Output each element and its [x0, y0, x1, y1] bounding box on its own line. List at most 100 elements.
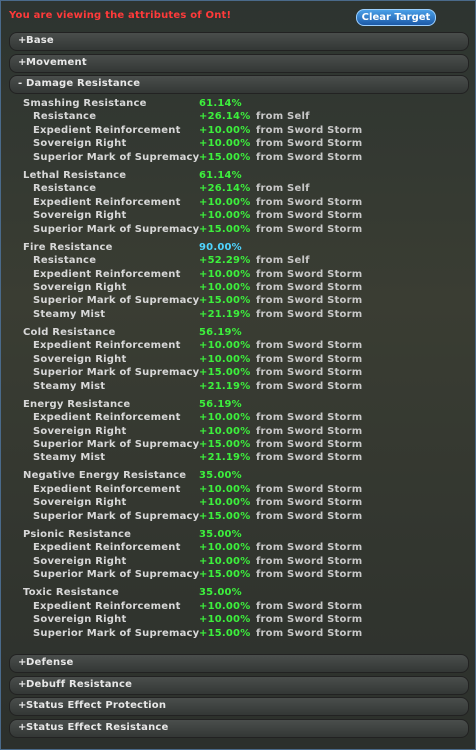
section-bar[interactable]: + Debuff Resistance — [9, 675, 469, 695]
row-source: from Sword Storm — [256, 555, 363, 567]
row-source: from Sword Storm — [256, 483, 363, 495]
row-name: Superior Mark of Supremacy — [33, 151, 200, 163]
row-value: +10.00% — [199, 268, 251, 280]
row-source: from Sword Storm — [256, 412, 363, 424]
row-name: Expedient Reinforcement — [33, 124, 181, 136]
row-value: +10.00% — [199, 497, 251, 509]
row-source: from Sword Storm — [256, 210, 363, 222]
section-label: Base — [26, 35, 54, 46]
row-value: +21.19% — [199, 380, 251, 392]
section-label: Damage Resistance — [26, 78, 141, 89]
row-source: from Sword Storm — [256, 151, 363, 163]
section-toggle: + — [18, 56, 27, 68]
row-name: Sovereign Right — [33, 614, 127, 626]
row-value: +52.29% — [199, 255, 251, 267]
section-label: Debuff Resistance — [26, 678, 133, 690]
row-value: +15.00% — [199, 151, 251, 163]
row-name: Expedient Reinforcement — [33, 412, 181, 424]
row-name: Expedient Reinforcement — [33, 196, 181, 208]
clear-target-button[interactable]: Clear Target — [356, 9, 436, 26]
row-value: +10.00% — [199, 614, 251, 626]
section-label: Status Effect Resistance — [26, 721, 169, 733]
row-source: from Sword Storm — [256, 542, 363, 554]
group-name: Toxic Resistance — [23, 587, 120, 599]
section-bar[interactable]: + Status Effect Resistance — [9, 718, 469, 738]
row-value: +10.00% — [199, 425, 251, 437]
row-value: +15.00% — [199, 510, 251, 522]
row-name: Sovereign Right — [33, 555, 127, 567]
group-total: 35.00% — [199, 528, 242, 540]
row-name: Steamy Mist — [33, 452, 106, 464]
section-bar[interactable]: - Damage Resistance — [9, 75, 469, 94]
row-name: Superior Mark of Supremacy — [33, 510, 200, 522]
row-source: from Sword Storm — [256, 614, 363, 626]
row-value: +10.00% — [199, 281, 251, 293]
row-value: +10.00% — [199, 483, 251, 495]
row-name: Superior Mark of Supremacy — [33, 569, 200, 581]
group-total: 61.14% — [199, 169, 242, 181]
section-toggle: + — [18, 35, 27, 46]
section-bar[interactable]: + Status Effect Protection — [9, 697, 469, 716]
row-source: from Sword Storm — [256, 308, 363, 320]
group-total: 56.19% — [199, 398, 242, 410]
row-source: from Sword Storm — [256, 367, 363, 379]
header-title: You are viewing the attributes of Ont! — [9, 10, 232, 21]
row-name: Sovereign Right — [33, 425, 127, 437]
row-value: +10.00% — [199, 542, 251, 554]
row-source: from Sword Storm — [256, 569, 363, 581]
row-value: +10.00% — [199, 353, 251, 365]
row-value: +10.00% — [199, 555, 251, 567]
row-name: Sovereign Right — [33, 353, 127, 365]
section-bar[interactable]: + Movement — [9, 53, 469, 73]
row-value: +21.19% — [199, 308, 251, 320]
group-total: 56.19% — [199, 326, 242, 338]
row-name: Expedient Reinforcement — [33, 483, 181, 495]
row-name: Expedient Reinforcement — [33, 340, 181, 352]
group-total: 90.00% — [199, 241, 242, 253]
row-name: Expedient Reinforcement — [33, 600, 181, 612]
group-total: 61.14% — [199, 98, 242, 109]
row-value: +26.14% — [199, 111, 251, 123]
row-name: Superior Mark of Supremacy — [33, 223, 200, 235]
row-source: from Self — [256, 111, 310, 123]
group-name: Negative Energy Resistance — [23, 470, 187, 482]
row-value: +10.00% — [199, 196, 251, 208]
row-value: +10.00% — [199, 600, 251, 612]
section-bar[interactable]: + Base — [9, 32, 469, 51]
group-name: Psionic Resistance — [23, 528, 132, 540]
row-value: +15.00% — [199, 223, 251, 235]
section-label: Defense — [26, 657, 74, 668]
row-name: Expedient Reinforcement — [33, 542, 181, 554]
group-name: Fire Resistance — [23, 241, 113, 253]
row-source: from Sword Storm — [256, 124, 363, 136]
group-total: 35.00% — [199, 587, 242, 599]
row-value: +10.00% — [199, 138, 251, 150]
section-toggle: + — [18, 721, 27, 733]
section-toggle: + — [18, 657, 27, 668]
row-name: Sovereign Right — [33, 497, 127, 509]
row-name: Superior Mark of Supremacy — [33, 367, 200, 379]
group-total: 35.00% — [199, 470, 242, 482]
row-value: +15.00% — [199, 367, 251, 379]
row-source: from Self — [256, 255, 310, 267]
row-source: from Sword Storm — [256, 425, 363, 437]
section-toggle: - — [18, 78, 23, 89]
section-bar[interactable]: + Defense — [9, 654, 469, 673]
row-source: from Sword Storm — [256, 353, 363, 365]
group-name: Energy Resistance — [23, 398, 131, 410]
row-source: from Sword Storm — [256, 600, 363, 612]
row-name: Steamy Mist — [33, 380, 106, 392]
row-value: +21.19% — [199, 452, 251, 464]
row-source: from Sword Storm — [256, 439, 363, 450]
row-source: from Sword Storm — [256, 380, 363, 392]
group-name: Cold Resistance — [23, 326, 116, 338]
row-name: Sovereign Right — [33, 138, 127, 150]
section-label: Movement — [26, 56, 87, 68]
row-value: +15.00% — [199, 439, 251, 450]
row-value: +10.00% — [199, 210, 251, 222]
row-value: +15.00% — [199, 627, 251, 639]
row-source: from Sword Storm — [256, 295, 363, 307]
row-source: from Sword Storm — [256, 281, 363, 293]
row-name: Superior Mark of Supremacy — [33, 439, 200, 450]
